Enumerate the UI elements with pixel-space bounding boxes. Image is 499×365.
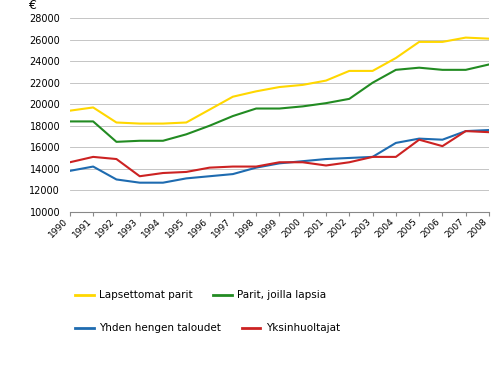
Text: €: € (28, 0, 36, 12)
Legend: Yhden hengen taloudet, Yksinhuoltajat: Yhden hengen taloudet, Yksinhuoltajat (75, 323, 340, 333)
